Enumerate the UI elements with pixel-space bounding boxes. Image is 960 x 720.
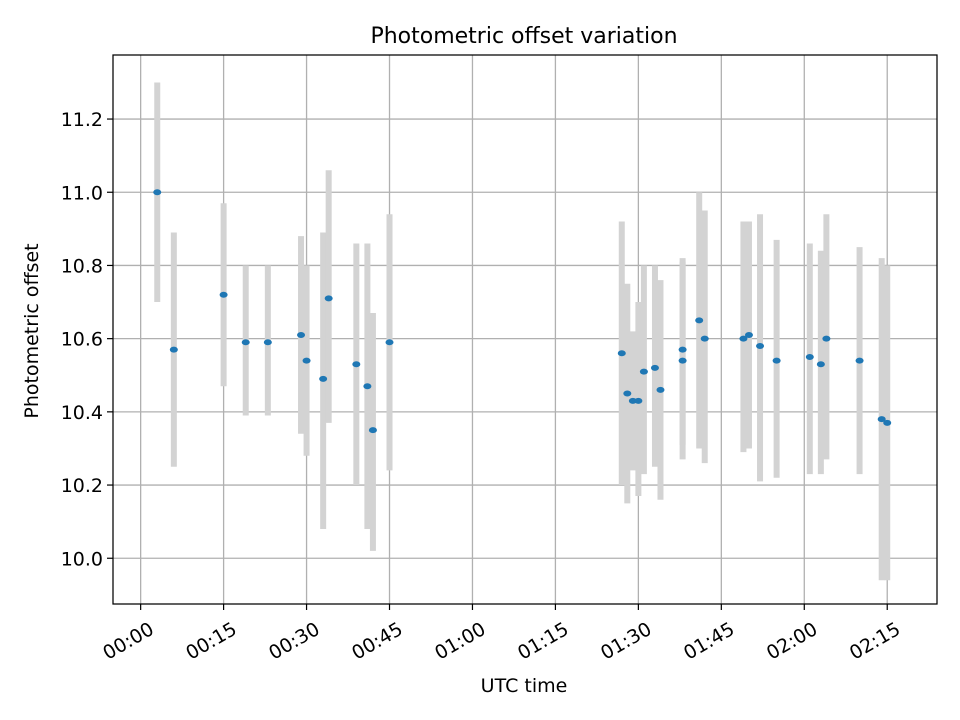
data-point	[153, 189, 162, 196]
data-point	[744, 331, 753, 338]
data-points	[153, 189, 892, 434]
data-point	[263, 339, 272, 346]
data-point	[385, 339, 394, 346]
data-point	[678, 357, 687, 364]
data-point	[756, 342, 765, 349]
y-tick-label: 10.2	[61, 475, 103, 497]
data-point	[739, 335, 748, 342]
data-point	[877, 416, 886, 423]
chart-title: Photometric offset variation	[370, 24, 677, 49]
data-point	[772, 357, 781, 364]
data-point	[219, 291, 228, 298]
y-tick-label: 10.8	[61, 255, 103, 277]
x-axis-label: UTC time	[481, 675, 568, 697]
data-point	[883, 419, 892, 426]
data-point	[169, 346, 178, 353]
data-point	[352, 361, 361, 368]
data-point	[319, 375, 328, 382]
y-tick-label: 11.2	[61, 109, 103, 131]
data-point	[695, 317, 704, 324]
y-tick-label: 10.0	[61, 548, 103, 570]
data-point	[634, 397, 643, 404]
data-point	[623, 390, 632, 397]
data-point	[617, 350, 626, 357]
data-point	[368, 427, 377, 434]
data-point	[324, 295, 333, 302]
data-point	[241, 339, 250, 346]
data-point	[678, 346, 687, 353]
data-point	[628, 397, 637, 404]
grid	[113, 55, 937, 604]
data-point	[297, 331, 306, 338]
y-tick-label: 11.0	[61, 182, 103, 204]
y-tick-label: 10.4	[61, 402, 103, 424]
data-point	[363, 383, 372, 390]
data-point	[816, 361, 825, 368]
data-point	[700, 335, 709, 342]
y-tick-label: 10.6	[61, 329, 103, 351]
data-point	[639, 368, 648, 375]
data-point	[822, 335, 831, 342]
data-point	[302, 357, 311, 364]
data-point	[855, 357, 864, 364]
y-axis-label: Photometric offset	[21, 243, 43, 418]
data-point	[805, 353, 814, 360]
plot-frame	[112, 54, 938, 605]
data-point	[656, 386, 665, 393]
data-point	[650, 364, 659, 371]
